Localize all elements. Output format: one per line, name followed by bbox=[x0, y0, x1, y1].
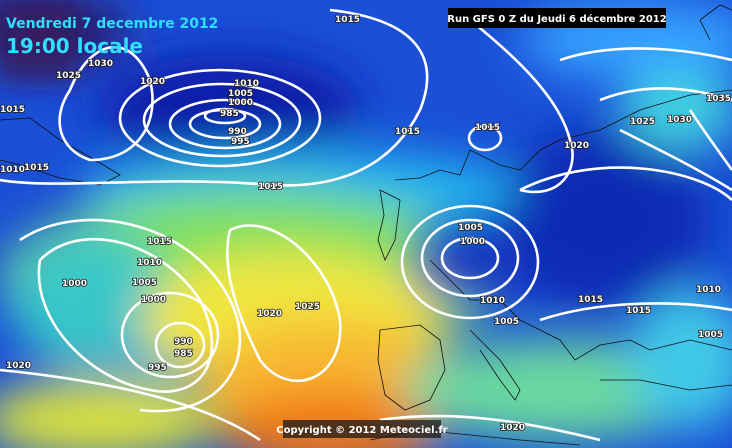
isobar-label: 1030 bbox=[667, 115, 692, 125]
isobar-label: 1000 bbox=[62, 279, 87, 289]
isobar-label: 1020 bbox=[257, 309, 282, 319]
isobar-label: 1015 bbox=[626, 306, 651, 316]
isobar-label: 1020 bbox=[140, 77, 165, 87]
isobar-label: 985 bbox=[220, 109, 239, 119]
copyright-text: Copyright © 2012 Meteociel.fr bbox=[276, 425, 447, 436]
isobar-label: 1030 bbox=[88, 59, 113, 69]
run-box bbox=[448, 8, 666, 28]
isobar-label: 1000 bbox=[228, 98, 253, 108]
isobar-label: 1010 bbox=[0, 165, 25, 175]
isobar-label: 995 bbox=[231, 137, 250, 147]
isobar-label: 1005 bbox=[228, 89, 253, 99]
date-text: Vendredi 7 decembre 2012 bbox=[6, 16, 218, 32]
header: Vendredi 7 decembre 2012 19:00 locale Ru… bbox=[6, 8, 667, 58]
isobar-label: 1020 bbox=[500, 423, 525, 433]
isobar-label: 1015 bbox=[258, 182, 283, 192]
isobar-label: 995 bbox=[148, 363, 167, 373]
copyright-box bbox=[283, 420, 441, 438]
coastlines bbox=[0, 4, 732, 446]
isobar-label: 1005 bbox=[458, 223, 483, 233]
isobar-label: 1025 bbox=[630, 117, 655, 127]
isobar-label: 1015 bbox=[24, 163, 49, 173]
isobar-label: 1000 bbox=[460, 237, 485, 247]
footer: Copyright © 2012 Meteociel.fr bbox=[276, 420, 448, 438]
isobar-label: 990 bbox=[228, 127, 247, 137]
isobar-label: 1005 bbox=[132, 278, 157, 288]
isobar-label: 1020 bbox=[564, 141, 589, 151]
isobar-label: 1015 bbox=[147, 237, 172, 247]
isobar-label: 1005 bbox=[494, 317, 519, 327]
isobar-label: 1015 bbox=[395, 127, 420, 137]
time-text: 19:00 locale bbox=[6, 34, 143, 58]
isobars bbox=[0, 8, 732, 442]
isobar-label: 990 bbox=[174, 337, 193, 347]
isobar-label: 1015 bbox=[475, 123, 500, 133]
run-text: Run GFS 0 Z du Jeudi 6 décembre 2012 bbox=[447, 13, 667, 25]
isobar-label: 985 bbox=[174, 349, 193, 359]
isobar-label: 1025 bbox=[56, 71, 81, 81]
isobar-label: 1015 bbox=[335, 15, 360, 25]
isobar-label: 1010 bbox=[480, 296, 505, 306]
isobar-label: 1010 bbox=[137, 258, 162, 268]
isobar-label: 1035 bbox=[706, 94, 731, 104]
isobar-label: 1000 bbox=[141, 295, 166, 305]
isobar-label: 1020 bbox=[6, 361, 31, 371]
isobar-label: 1015 bbox=[578, 295, 603, 305]
isobar-label: 1010 bbox=[234, 79, 259, 89]
isobar-label: 1010 bbox=[696, 285, 721, 295]
isobar-label: 1025 bbox=[295, 302, 320, 312]
isobar-label: 1015 bbox=[0, 105, 25, 115]
isobar-label: 1005 bbox=[698, 330, 723, 340]
